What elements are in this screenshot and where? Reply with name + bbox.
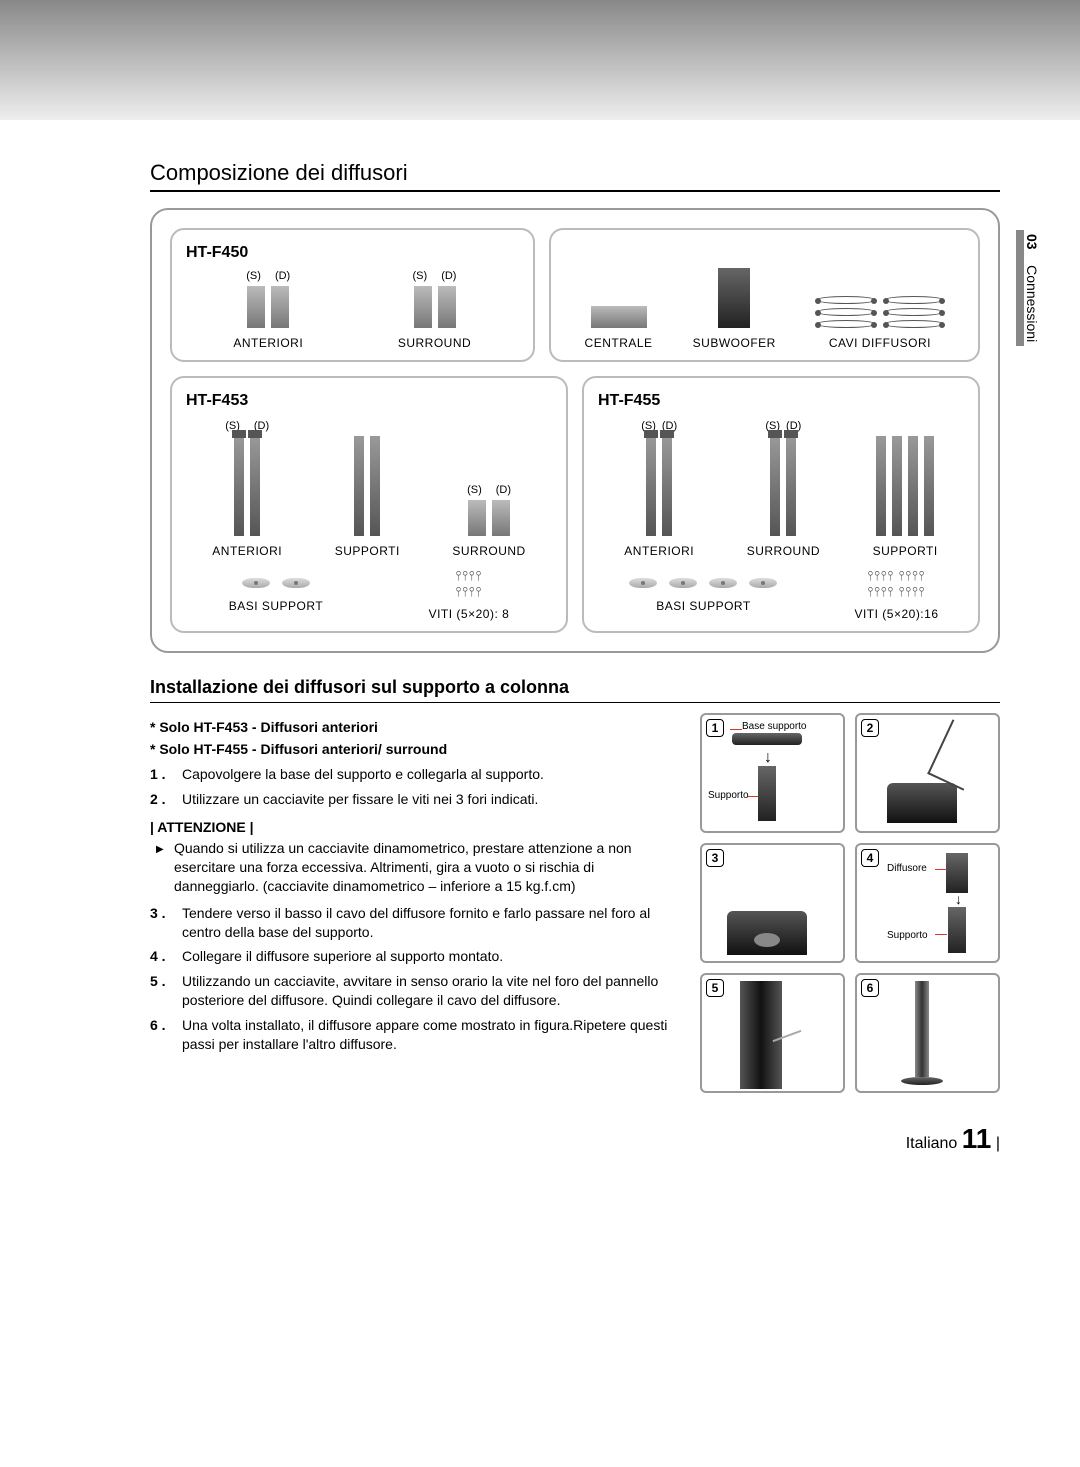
step-4: 4 .Collegare il diffusore superiore al s… xyxy=(150,947,680,966)
f453-surround: (S)(D) SURROUND xyxy=(452,484,525,558)
install-note-1: * Solo HT-F453 - Diffusori anteriori xyxy=(150,719,680,735)
f450-anteriori: (S)(D) ANTERIORI xyxy=(233,270,303,350)
figure-1: 1 Base supporto ↓ Supporto xyxy=(700,713,845,833)
footer-lang: Italiano xyxy=(906,1135,958,1152)
step-3: 3 .Tendere verso il basso il cavo del di… xyxy=(150,904,680,942)
install-title: Installazione dei diffusori sul supporto… xyxy=(150,677,1000,703)
page-footer: Italiano 11 | xyxy=(150,1123,1000,1155)
f450-surround: (S)(D) SURROUND xyxy=(398,270,471,350)
figure-4: 4 Diffusore ↓ Supporto xyxy=(855,843,1000,963)
box-common: CENTRALE SUBWOOFER CAVI DIFFUSORI xyxy=(549,228,981,362)
subwoofer: SUBWOOFER xyxy=(693,268,776,350)
footer-page-number: 11 xyxy=(962,1123,992,1154)
figure-6: 6 xyxy=(855,973,1000,1093)
speaker-composition-diagram: HT-F450 (S)(D) ANTERIORI (S)(D) SURROUND xyxy=(150,208,1000,653)
f455-supporti: SUPPORTI xyxy=(873,418,938,558)
install-note-2: * Solo HT-F455 - Diffusori anteriori/ su… xyxy=(150,741,680,757)
box-ht-f455: HT-F455 (S)(D) ANTERIORI (S)(D) SURROUND xyxy=(582,376,980,633)
install-figures: 1 Base supporto ↓ Supporto 2 3 xyxy=(700,713,1000,1093)
box-ht-f453: HT-F453 (S)(D) ANTERIORI SUPPORTI (S)(D) xyxy=(170,376,568,633)
side-tab-number: 03 xyxy=(1024,234,1040,250)
f455-surround: (S)(D) SURROUND xyxy=(747,420,820,558)
page-content: 03 Connessioni Composizione dei diffusor… xyxy=(0,160,1080,1195)
figure-3: 3 xyxy=(700,843,845,963)
centrale: CENTRALE xyxy=(585,306,653,350)
model-label-f455: HT-F455 xyxy=(598,392,964,410)
side-tab: 03 Connessioni xyxy=(1016,230,1040,346)
f453-supporti: SUPPORTI xyxy=(335,418,400,558)
attenzione-body: Quando si utilizza un cacciavite dinamom… xyxy=(174,839,680,896)
step-6: 6 .Una volta installato, il diffusore ap… xyxy=(150,1016,680,1054)
model-label-f450: HT-F450 xyxy=(186,244,519,262)
install-text: * Solo HT-F453 - Diffusori anteriori * S… xyxy=(150,713,680,1093)
f455-viti: ⫯⫯⫯⫯ ⫯⫯⫯⫯⫯⫯⫯⫯ ⫯⫯⫯⫯ VITI (5×20):16 xyxy=(854,568,938,621)
section-title: Composizione dei diffusori xyxy=(150,160,1000,192)
box-ht-f450: HT-F450 (S)(D) ANTERIORI (S)(D) SURROUND xyxy=(170,228,535,362)
attenzione-title: | ATTENZIONE | xyxy=(150,819,680,835)
step-2: 2 .Utilizzare un cacciavite per fissare … xyxy=(150,790,680,809)
cables: CAVI DIFFUSORI xyxy=(816,296,944,350)
figure-2: 2 xyxy=(855,713,1000,833)
f455-anteriori: (S)(D) ANTERIORI xyxy=(624,420,694,558)
figure-5: 5 xyxy=(700,973,845,1093)
side-tab-label: Connessioni xyxy=(1024,265,1040,342)
f455-basi: BASI SUPPORT xyxy=(623,577,783,613)
step-1: 1 .Capovolgere la base del supporto e co… xyxy=(150,765,680,784)
step-5: 5 .Utilizzando un cacciavite, avvitare i… xyxy=(150,972,680,1010)
header-gradient xyxy=(0,0,1080,120)
model-label-f453: HT-F453 xyxy=(186,392,552,410)
f453-viti: ⫯⫯⫯⫯⫯⫯⫯⫯ VITI (5×20): 8 xyxy=(429,568,510,621)
f453-anteriori: (S)(D) ANTERIORI xyxy=(212,420,282,558)
f453-basi: BASI SUPPORT xyxy=(229,577,323,613)
